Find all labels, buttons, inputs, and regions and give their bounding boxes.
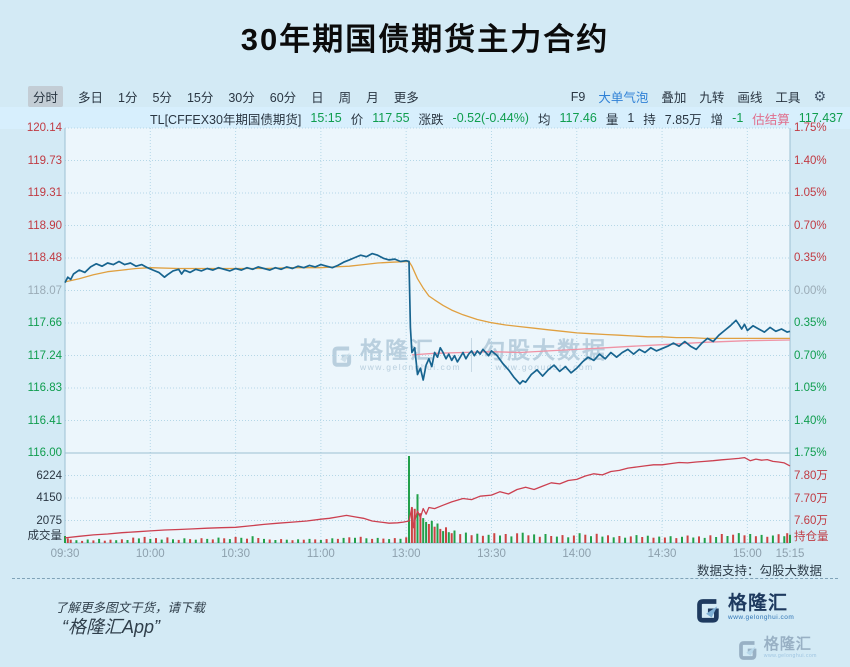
period-tab-1分[interactable]: 1分 bbox=[118, 91, 138, 105]
quote-info-bar: TL[CFFEX30年期国债期货] 15:15 价 117.55 涨跌 -0.52(-0.… bbox=[0, 107, 850, 129]
footer-promo-line: 了解更多图文干货，请下载 bbox=[55, 601, 206, 615]
logo-text: 格隆汇 bbox=[728, 593, 789, 614]
quote-field: -1 bbox=[732, 111, 744, 125]
period-tab-更多[interactable]: 更多 bbox=[393, 91, 419, 105]
period-tabs: 分时 多日 1分 5分 15分 30分 60分日周月更多 bbox=[28, 86, 419, 107]
logo-url: www.gelonghui.com bbox=[728, 614, 795, 621]
quote-field: 价 bbox=[350, 112, 364, 127]
gelonghui-logo-icon bbox=[739, 641, 757, 660]
quote-field: 量 bbox=[605, 112, 619, 127]
footer-app-name: “格隆汇App” bbox=[62, 617, 161, 637]
quote-field: 15:15 bbox=[310, 111, 342, 125]
tool-button-F9[interactable]: F9 bbox=[570, 89, 586, 104]
gelonghui-logo-icon bbox=[697, 599, 719, 623]
quote-field: 117.46 bbox=[559, 111, 597, 125]
quote-field: 117.437 bbox=[798, 111, 844, 125]
quote-field: 均 bbox=[537, 112, 551, 127]
chart-toolbar: 分时 多日 1分 5分 15分 30分 60分日周月更多 F9 大单气泡 叠加 九转 画线 工具 ⚙ bbox=[28, 86, 826, 107]
tool-button-画线[interactable]: 画线 bbox=[737, 91, 763, 105]
period-tab-日[interactable]: 日 bbox=[311, 91, 324, 105]
gelonghui-logo: 格隆汇 www.gelonghui.com bbox=[692, 594, 794, 624]
page-title: 30年期国债期货主力合约 bbox=[240, 22, 610, 57]
period-tab-周[interactable]: 周 bbox=[338, 91, 352, 105]
period-tab-5分[interactable]: 5分 bbox=[152, 91, 172, 105]
gear-icon[interactable]: ⚙ bbox=[813, 88, 826, 104]
quote-field: TL[CFFEX30年期国债期货] bbox=[150, 112, 302, 127]
quote-field: 117.55 bbox=[372, 111, 410, 125]
period-tab-分时[interactable]: 分时 bbox=[28, 86, 64, 107]
tool-button-工具[interactable]: 工具 bbox=[775, 91, 801, 105]
tool-button-大单气泡[interactable]: 大单气泡 bbox=[598, 91, 649, 105]
quote-field: 1 bbox=[627, 111, 635, 125]
period-tab-15分[interactable]: 15分 bbox=[186, 91, 214, 105]
period-tab-月[interactable]: 月 bbox=[366, 91, 379, 105]
quote-field: -0.52(-0.44%) bbox=[452, 111, 529, 125]
tool-button-叠加[interactable]: 叠加 bbox=[661, 91, 687, 105]
period-tab-多日[interactable]: 多日 bbox=[78, 91, 104, 105]
data-support-note: 数据支持：勾股大数据 bbox=[696, 564, 822, 578]
quote-field: 涨跌 bbox=[418, 112, 444, 127]
price-volume-chart[interactable] bbox=[25, 115, 830, 577]
divider bbox=[12, 578, 838, 579]
period-tab-60分[interactable]: 60分 bbox=[269, 91, 297, 105]
quote-field: 增 bbox=[710, 112, 724, 127]
quote-field: 持 bbox=[643, 112, 656, 127]
period-tab-30分[interactable]: 30分 bbox=[228, 91, 255, 105]
gelonghui-logo-watermark: 格隆汇 www.gelonghui.com bbox=[735, 637, 817, 661]
quote-field: 估结算 bbox=[752, 112, 790, 127]
tool-button-九转[interactable]: 九转 bbox=[699, 91, 725, 105]
quote-field: 7.85万 bbox=[664, 112, 702, 127]
tool-buttons: F9 大单气泡 叠加 九转 画线 工具 ⚙ bbox=[571, 87, 826, 106]
plot-background bbox=[65, 128, 790, 543]
